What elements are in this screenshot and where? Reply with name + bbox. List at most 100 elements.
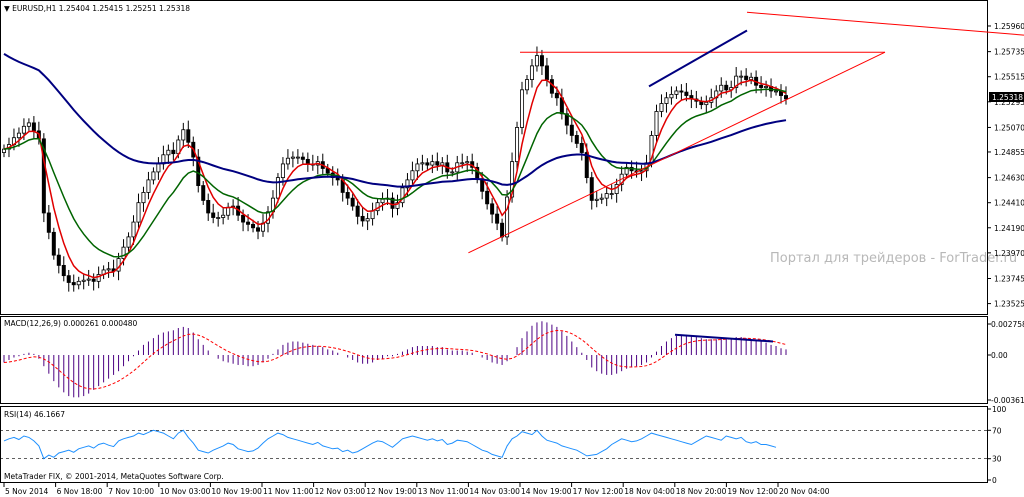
candle-body bbox=[96, 274, 101, 282]
candle-body bbox=[664, 97, 669, 104]
candle-body bbox=[594, 198, 599, 201]
watermark: Портал для трейдеров - ForTrader.ru bbox=[770, 251, 1017, 266]
candle-body bbox=[196, 156, 201, 186]
time-axis: 5 Nov 2014 6 Nov 18:00 7 Nov 10:00 10 Nov 0… bbox=[3, 483, 830, 496]
candle-body bbox=[151, 171, 156, 181]
candle-body bbox=[295, 156, 300, 159]
price-tick-label: 1.23525 bbox=[994, 300, 1024, 309]
red-trend-line bbox=[468, 51, 886, 254]
candle-body bbox=[430, 161, 435, 166]
candle-body bbox=[784, 95, 789, 100]
candle-body bbox=[584, 152, 589, 179]
candle-body bbox=[211, 212, 216, 218]
candle-body bbox=[31, 122, 36, 132]
macd-histogram bbox=[3, 321, 787, 398]
candle-body bbox=[564, 113, 569, 126]
time-tick-label: 20 Nov 04:00 bbox=[779, 487, 830, 496]
candle-body bbox=[380, 198, 385, 204]
candle-body bbox=[275, 177, 280, 199]
candle-body bbox=[355, 205, 360, 217]
time-tick-label: 18 Nov 04:00 bbox=[624, 487, 675, 496]
candle-body bbox=[679, 90, 684, 93]
candle-body bbox=[485, 190, 490, 205]
candle-body bbox=[579, 143, 584, 153]
candle-body bbox=[405, 179, 410, 189]
time-tick-label: 10 Nov 03:00 bbox=[160, 487, 211, 496]
candle-body bbox=[41, 138, 46, 214]
candle-body bbox=[624, 166, 629, 175]
time-tick-label: 6 Nov 18:00 bbox=[57, 487, 103, 496]
divergence-line bbox=[648, 29, 748, 88]
macd-tick-label: 0.002758 bbox=[991, 320, 1024, 329]
time-tick-label: 14 Nov 03:00 bbox=[469, 487, 520, 496]
candle-body bbox=[51, 231, 56, 256]
candle-body bbox=[216, 217, 221, 219]
candle-body bbox=[515, 127, 520, 163]
candle-body bbox=[654, 111, 659, 136]
candle-body bbox=[569, 124, 574, 136]
candle-body bbox=[574, 135, 579, 144]
candle-body bbox=[450, 171, 455, 174]
candle-body bbox=[609, 193, 614, 195]
macd-tick-label: 0.00 bbox=[991, 351, 1008, 360]
mid-ma-line bbox=[3, 88, 787, 258]
candle-body bbox=[121, 246, 126, 259]
price-tick-label: 1.25295 bbox=[994, 98, 1024, 107]
candle-body bbox=[181, 129, 186, 141]
candle-body bbox=[659, 103, 664, 112]
candle-body bbox=[290, 156, 295, 159]
price-tick-label: 1.23970 bbox=[994, 249, 1024, 258]
rsi-series-line bbox=[3, 429, 777, 460]
rsi-axis: 100 70 30 0 bbox=[987, 405, 1007, 485]
candle-body bbox=[251, 223, 256, 229]
candle-body bbox=[460, 162, 465, 165]
candle-body bbox=[505, 196, 510, 238]
candle-body bbox=[554, 92, 559, 99]
candle-body bbox=[81, 279, 86, 282]
time-tick-label: 19 Nov 12:00 bbox=[727, 487, 778, 496]
candle-body bbox=[425, 162, 430, 166]
candle-body bbox=[724, 84, 729, 91]
candle-body bbox=[226, 206, 231, 216]
candle-body bbox=[420, 162, 425, 165]
price-tick-label: 1.24630 bbox=[994, 174, 1024, 183]
candle-body bbox=[529, 65, 534, 80]
fast-ma-line bbox=[3, 79, 787, 279]
candle-body bbox=[435, 161, 440, 166]
time-tick-label: 18 Nov 20:00 bbox=[676, 487, 727, 496]
candle-body bbox=[415, 163, 420, 172]
price-tick-label: 1.25735 bbox=[994, 48, 1024, 57]
candle-body bbox=[684, 91, 689, 96]
candle-body bbox=[764, 86, 769, 88]
rsi-panel-frame bbox=[0, 406, 988, 483]
candle-body bbox=[86, 278, 91, 281]
rsi-tick-label: 0 bbox=[992, 476, 997, 485]
red-trend-line bbox=[746, 11, 1024, 36]
candle-body bbox=[16, 132, 21, 139]
candle-body bbox=[510, 161, 515, 198]
drawn-trend-lines[interactable] bbox=[468, 11, 1024, 254]
candle-body bbox=[370, 210, 375, 220]
candle-body bbox=[280, 163, 285, 179]
candle-body bbox=[171, 149, 176, 155]
candle-body bbox=[156, 163, 161, 173]
current-price-label: 1.25318 bbox=[992, 93, 1023, 102]
candle-body bbox=[126, 236, 131, 248]
candle-body bbox=[749, 76, 754, 80]
candle-body bbox=[56, 254, 61, 266]
candle-body bbox=[136, 202, 141, 223]
time-tick-label: 13 Nov 11:00 bbox=[418, 487, 469, 496]
rsi-line bbox=[0, 429, 987, 460]
candle-body bbox=[734, 75, 739, 88]
candle-body bbox=[221, 214, 226, 218]
candle-body bbox=[465, 161, 470, 164]
candle-body bbox=[400, 187, 405, 204]
candle-body bbox=[300, 156, 305, 160]
candle-body bbox=[305, 158, 310, 165]
time-tick-label: 5 Nov 2014 bbox=[5, 487, 48, 496]
rsi-tick-label: 70 bbox=[992, 426, 1002, 435]
price-tick-label: 1.25960 bbox=[994, 22, 1024, 31]
candle-body bbox=[534, 55, 539, 67]
